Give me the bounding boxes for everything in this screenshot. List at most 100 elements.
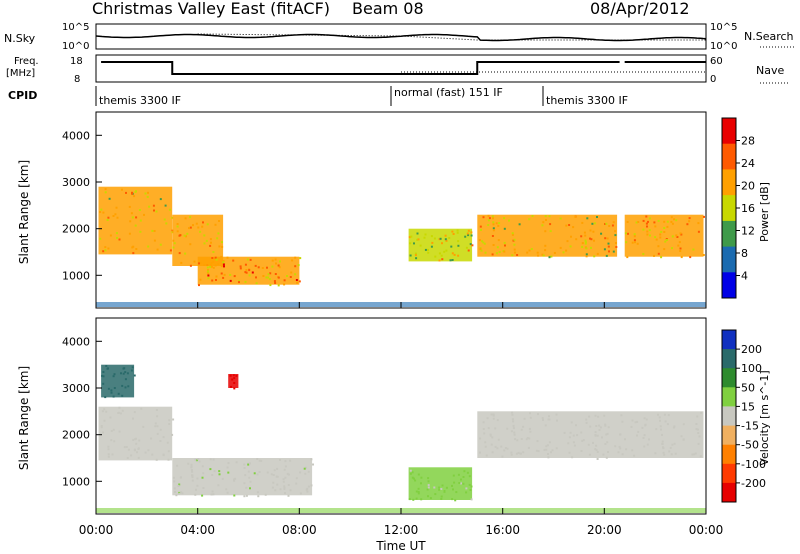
velocity-speckle	[601, 436, 603, 439]
power-speckle	[201, 225, 204, 228]
power-speckle	[634, 241, 636, 244]
velocity-speckle	[528, 427, 531, 430]
velocity-speckle	[445, 486, 448, 489]
power-speckle	[670, 216, 673, 219]
power-speckle	[254, 264, 257, 267]
power-speckle	[203, 242, 206, 245]
velocity-speckle	[253, 472, 256, 475]
velocity-speckle	[427, 480, 430, 483]
power-speckle	[233, 275, 236, 278]
velocity-speckle	[470, 485, 473, 488]
power-speckle	[275, 262, 277, 265]
velocity-speckle	[607, 451, 609, 453]
velocity-speckle	[572, 441, 575, 444]
velocity-speckle	[191, 470, 194, 473]
velocity-speckle	[596, 434, 599, 437]
velocity-speckle	[154, 425, 157, 428]
velocity-speckle	[172, 418, 175, 421]
power-speckle	[207, 274, 210, 277]
power-colorbar-tick-3: 16	[741, 202, 755, 215]
power-speckle	[197, 226, 200, 229]
power-speckle	[209, 263, 212, 266]
velocity-speckle	[120, 372, 122, 375]
velocity-speckle	[130, 369, 133, 372]
velocity-speckle	[110, 391, 113, 394]
power-speckle	[215, 279, 217, 281]
velocity-speckle	[181, 492, 184, 495]
velocity-speckle	[592, 441, 594, 444]
nsearch-tick-bottom: 10^0	[710, 41, 737, 52]
power-colorbar-tick-2: 20	[741, 180, 755, 193]
power-speckle	[294, 273, 297, 276]
power-speckle	[289, 276, 292, 278]
power-speckle	[188, 227, 190, 230]
velocity-speckle	[225, 488, 228, 491]
power-speckle	[222, 276, 225, 279]
velocity-speckle	[412, 498, 415, 501]
power-speckle	[497, 239, 500, 242]
power-colorbar-swatch-4	[722, 220, 736, 248]
velocity-speckle	[541, 417, 544, 420]
velocity-speckle	[270, 473, 273, 476]
power-ytick-1: 2000	[62, 223, 90, 236]
velocity-speckle	[264, 493, 267, 496]
power-speckle	[480, 228, 482, 231]
velocity-speckle	[133, 411, 136, 414]
velocity-speckle	[605, 456, 608, 459]
power-speckle	[116, 216, 119, 219]
velocity-speckle	[305, 488, 308, 491]
power-speckle	[659, 233, 662, 236]
velocity-speckle	[232, 374, 235, 377]
power-speckle	[680, 233, 683, 236]
power-speckle	[244, 271, 247, 274]
velocity-speckle	[233, 387, 236, 390]
x-tick-2: 08:00	[282, 523, 317, 537]
velocity-speckle	[529, 412, 531, 415]
velocity-speckle	[544, 424, 547, 427]
velocity-speckle	[303, 467, 306, 470]
velocity-colorbar-tick-4: -15	[741, 420, 759, 433]
velocity-speckle	[492, 417, 495, 420]
power-speckle	[607, 245, 610, 248]
power-speckle	[99, 211, 102, 213]
velocity-speckle	[666, 423, 669, 426]
power-speckle	[562, 251, 565, 254]
velocity-speckle	[411, 476, 414, 479]
velocity-speckle	[618, 445, 621, 448]
power-speckle	[590, 246, 592, 249]
velocity-speckle	[511, 411, 514, 414]
velocity-speckle	[648, 438, 650, 441]
power-colorbar-tick-4: 12	[741, 225, 755, 238]
power-speckle	[492, 227, 495, 230]
power-colorbar-swatch-2	[722, 169, 736, 196]
velocity-speckle	[112, 375, 115, 378]
power-speckle	[664, 240, 667, 243]
nave-tick-top: 60	[710, 56, 723, 67]
power-speckle	[637, 221, 640, 223]
power-speckle	[488, 217, 491, 220]
velocity-speckle	[547, 453, 549, 455]
velocity-speckle	[621, 453, 624, 456]
velocity-speckle	[657, 413, 659, 416]
velocity-speckle	[497, 438, 500, 441]
power-speckle	[596, 252, 599, 255]
velocity-speckle	[597, 415, 600, 418]
power-speckle	[207, 270, 210, 273]
power-speckle	[438, 238, 441, 241]
nsky-trace	[95, 33, 707, 42]
power-speckle	[559, 217, 562, 220]
velocity-speckle	[513, 431, 516, 434]
velocity-speckle	[310, 484, 313, 487]
power-speckle	[212, 266, 215, 269]
power-colorbar-swatch-3	[722, 195, 736, 222]
velocity-speckle	[218, 470, 221, 473]
velocity-speckle	[420, 476, 423, 479]
velocity-speckle	[217, 484, 220, 487]
power-speckle	[115, 232, 118, 235]
power-speckle	[139, 219, 142, 222]
power-speckle	[128, 205, 131, 208]
velocity-speckle	[512, 424, 515, 427]
velocity-speckle	[522, 425, 525, 428]
power-speckle	[417, 238, 420, 241]
